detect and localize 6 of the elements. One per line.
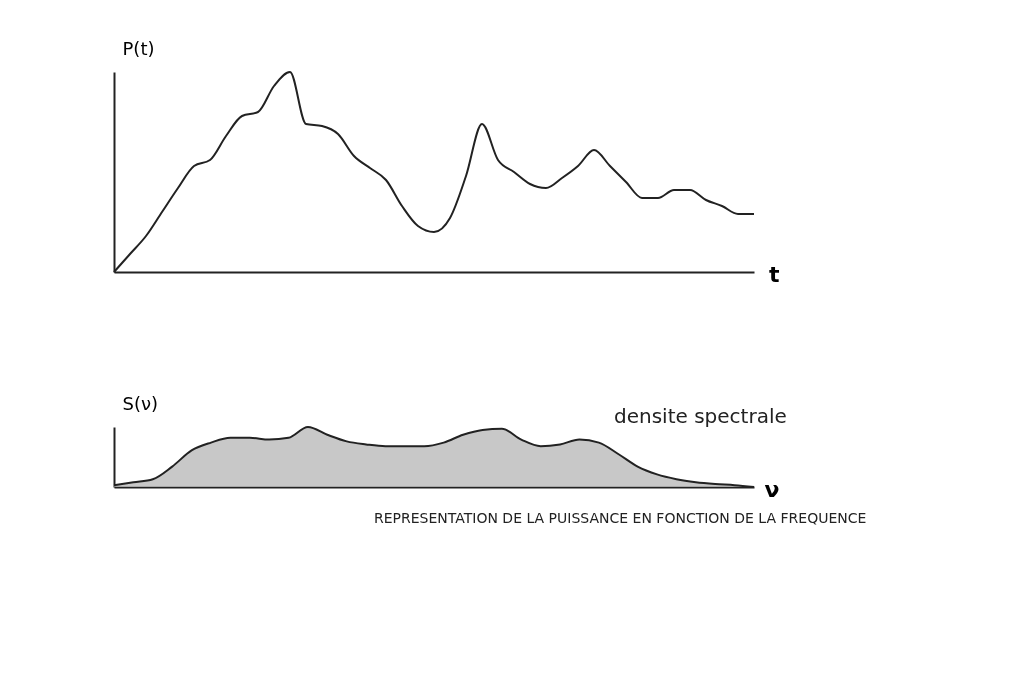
y-axis-title: S(ν) [122, 392, 159, 414]
text: REPRESENTATION DE LA PUISSANCE EN FONCTION DE LA FREQUENCE [374, 510, 867, 526]
x-axis-title: ν [764, 476, 780, 502]
y-axis-title: P(t) [122, 37, 155, 59]
x-axis-title: t [768, 261, 780, 287]
annotation: densite spectrale [614, 404, 787, 428]
